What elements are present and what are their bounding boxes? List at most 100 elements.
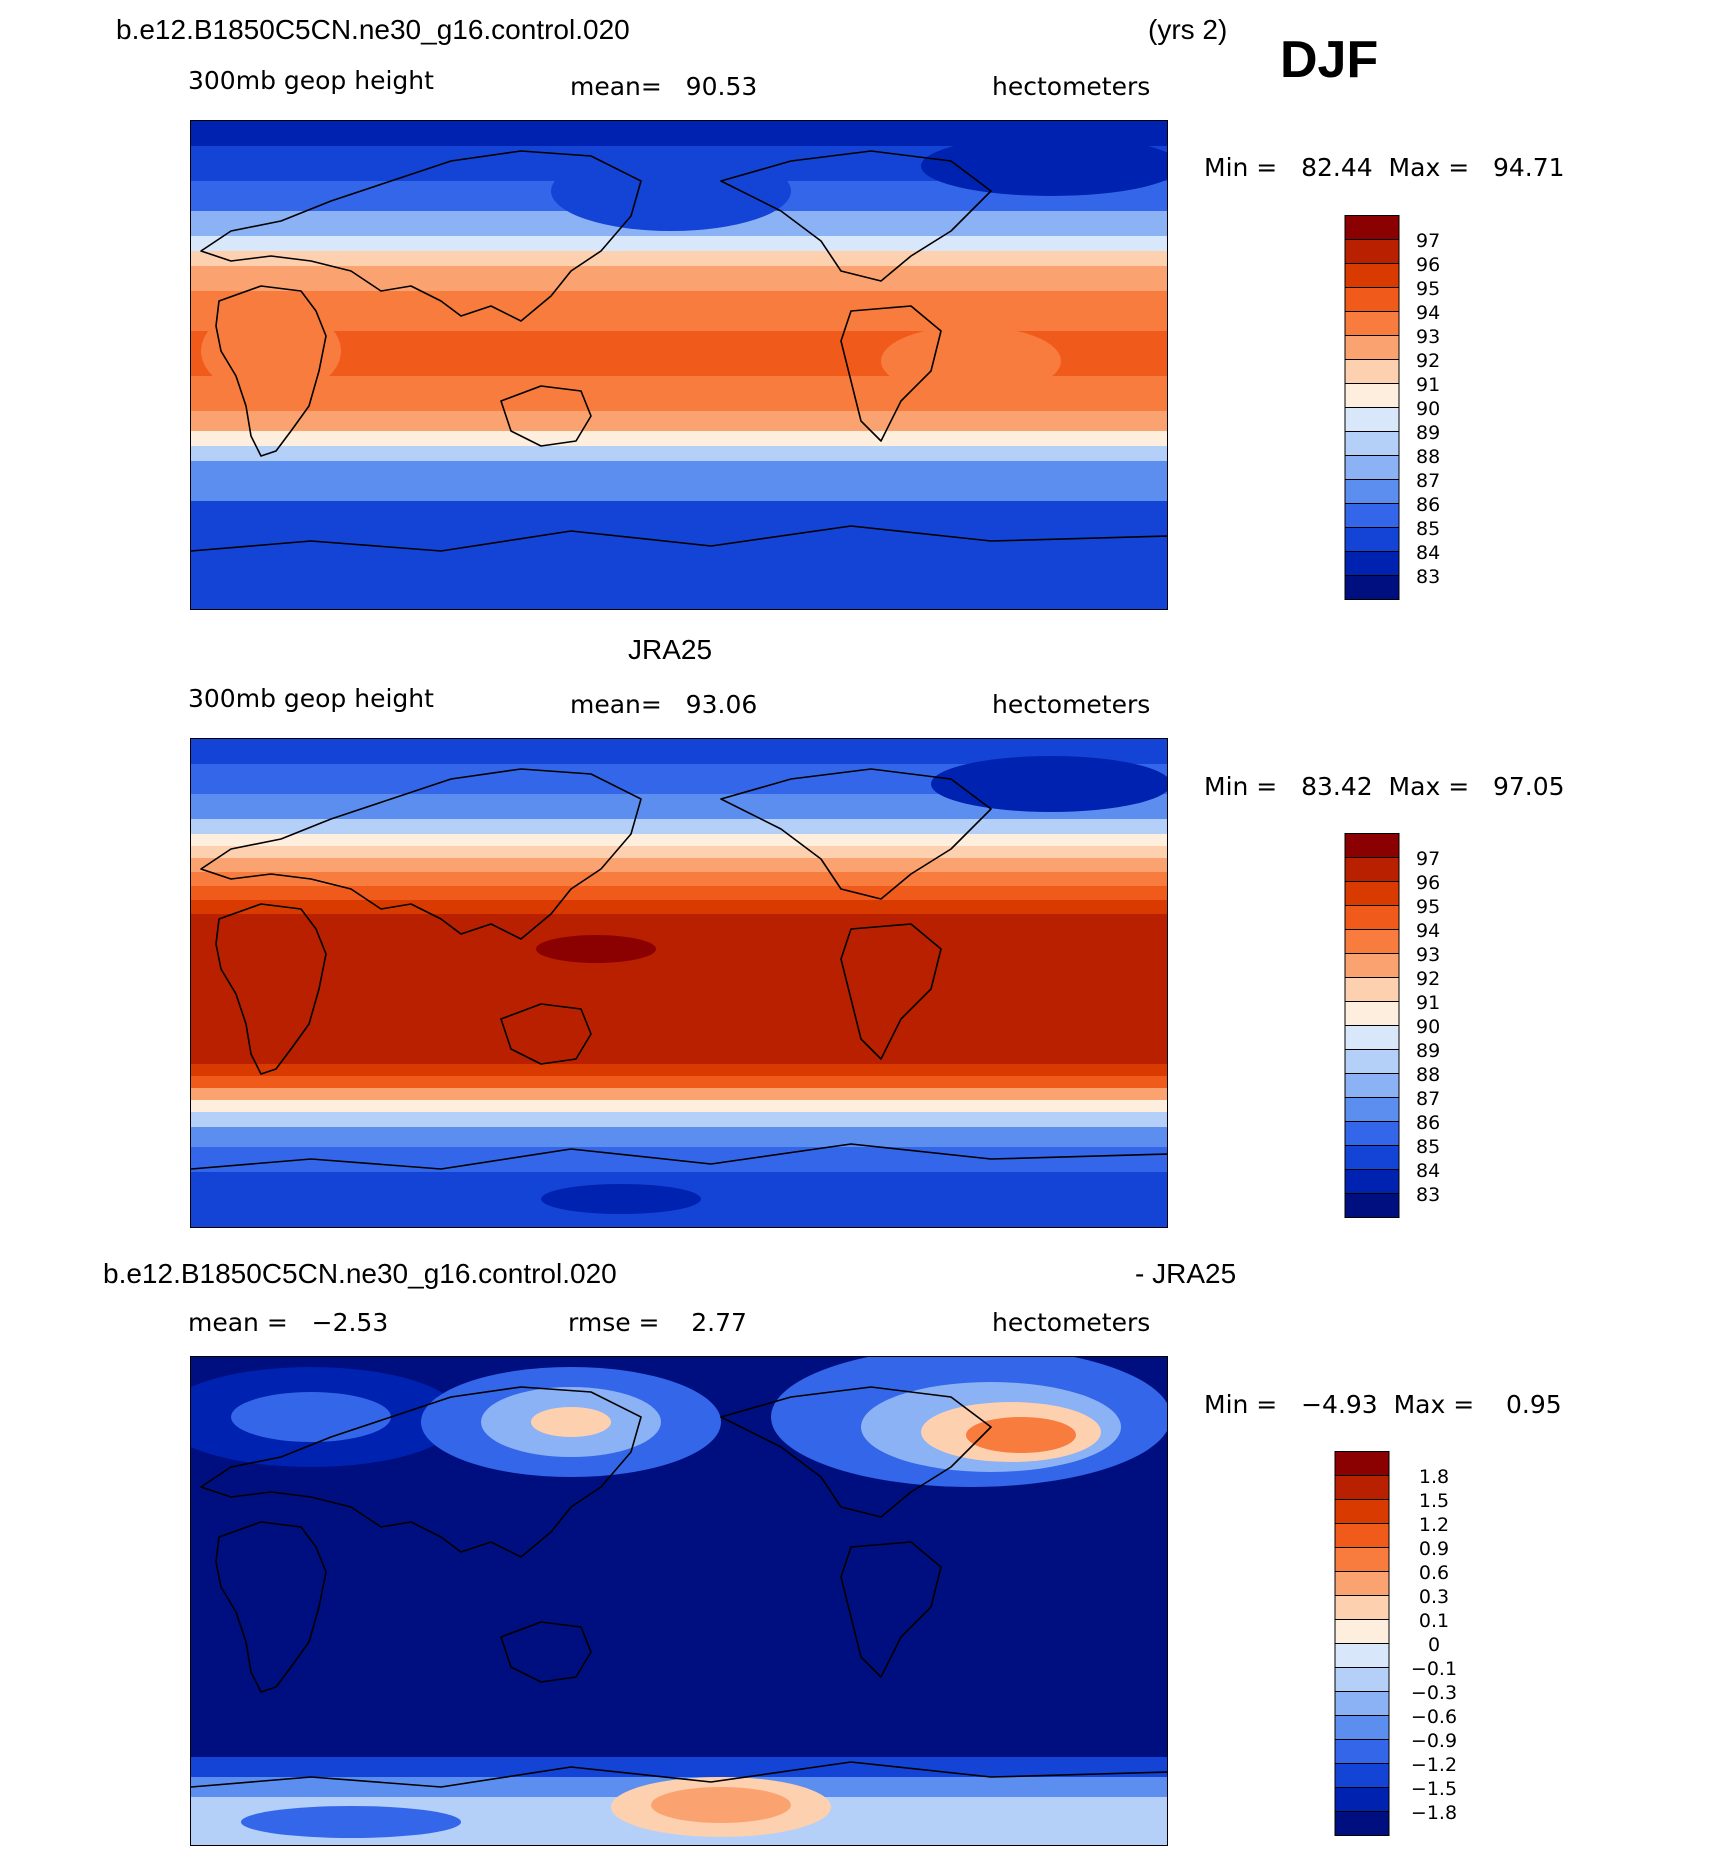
panel1-field — [191, 121, 1167, 609]
colorbar-swatch — [1334, 1691, 1390, 1716]
colorbar-swatch — [1344, 977, 1400, 1002]
panel2-map — [190, 738, 1168, 1228]
colorbar-swatch — [1344, 455, 1400, 480]
colorbar-label: 83 — [1416, 566, 1440, 588]
anomaly-blob — [201, 306, 341, 396]
colorbar-swatch — [1334, 1547, 1390, 1572]
colorbar-label: 90 — [1416, 398, 1440, 420]
panel2-field — [191, 739, 1167, 1227]
colorbar-label: −1.8 — [1411, 1802, 1457, 1824]
panel1-minmax-label: Min = 82.44 Max = 94.71 — [1204, 153, 1565, 182]
anomaly-blob — [881, 326, 1061, 396]
colorbar-label: −0.9 — [1411, 1730, 1457, 1752]
colorbar-swatch — [1344, 479, 1400, 504]
panel2-mean-label: mean= 93.06 — [570, 690, 758, 719]
panel3-units-label: hectometers — [992, 1308, 1151, 1337]
band — [191, 834, 1167, 846]
coast-north-america — [720, 768, 992, 900]
colorbar-swatches — [1334, 1451, 1390, 1836]
colorbar-labels: 97 96 95 94 93 92 91 90 89 88 87 86 85 8… — [1416, 848, 1440, 1206]
band — [191, 858, 1167, 872]
colorbar-label: 96 — [1416, 872, 1440, 894]
coast-eurasia — [200, 768, 642, 940]
colorbar-label: −1.5 — [1411, 1778, 1457, 1800]
colorbar-label: 0.6 — [1419, 1562, 1449, 1584]
coast-australia — [500, 1003, 592, 1065]
panel3-minus-obs-label: - JRA25 — [1135, 1258, 1237, 1289]
band — [191, 1127, 1167, 1147]
coast-africa — [215, 1521, 327, 1693]
panel3-mean-label: mean = −2.53 — [188, 1308, 389, 1337]
anomaly-blob — [231, 1392, 391, 1442]
band — [191, 1147, 1167, 1172]
colorbar-label: 1.5 — [1419, 1490, 1449, 1512]
colorbar-label: 93 — [1416, 326, 1440, 348]
coastlines — [191, 768, 1167, 1170]
coast-africa — [215, 903, 327, 1075]
panel1-mean-label: mean= 90.53 — [570, 72, 758, 101]
colorbar-swatch — [1344, 359, 1400, 384]
anomaly-blob — [921, 136, 1167, 196]
colorbar-label: 97 — [1416, 230, 1440, 252]
colorbar-label: 0.9 — [1419, 1538, 1449, 1560]
panel3-rmse-label: rmse = 2.77 — [568, 1308, 747, 1337]
colorbar-label: 85 — [1416, 1136, 1440, 1158]
coast-north-america — [720, 1386, 992, 1518]
coast-australia — [500, 1621, 592, 1683]
colorbar-swatch — [1344, 551, 1400, 576]
anomaly-blob — [541, 1184, 701, 1214]
anomaly-blob — [966, 1417, 1076, 1453]
band — [191, 431, 1167, 446]
panel1-years-label: (yrs 2) — [1148, 14, 1228, 45]
band — [191, 1064, 1167, 1076]
panel2-title: JRA25 — [628, 634, 713, 665]
colorbar-swatch — [1344, 857, 1400, 882]
colorbar-label: 1.2 — [1419, 1514, 1449, 1536]
colorbar-label: 83 — [1416, 1184, 1440, 1206]
anomaly-blob — [651, 1787, 791, 1823]
panel3-field — [191, 1357, 1167, 1845]
band — [191, 1088, 1167, 1100]
band — [191, 291, 1167, 331]
anomaly-blob — [931, 756, 1167, 812]
colorbar-label: 1.8 — [1419, 1466, 1449, 1488]
colorbar-labels: 97 96 95 94 93 92 91 90 89 88 87 86 85 8… — [1416, 230, 1440, 588]
colorbar-swatch — [1344, 905, 1400, 930]
coast-africa — [215, 285, 327, 457]
colorbar-label: 0.1 — [1419, 1610, 1449, 1632]
colorbar-swatches — [1344, 833, 1400, 1218]
colorbar-swatch — [1334, 1667, 1390, 1692]
colorbar-label: 97 — [1416, 848, 1440, 870]
coast-south-america — [840, 923, 942, 1060]
colorbar-swatch — [1334, 1811, 1390, 1836]
colorbar-label: 89 — [1416, 1040, 1440, 1062]
max-blob — [536, 935, 656, 963]
colorbar-label: 0.3 — [1419, 1586, 1449, 1608]
band — [191, 1076, 1167, 1088]
colorbar-label: −0.6 — [1411, 1706, 1457, 1728]
panel2-units-label: hectometers — [992, 690, 1151, 719]
colorbar-label: 89 — [1416, 422, 1440, 444]
coastlines — [191, 150, 1167, 552]
colorbar-label: 94 — [1416, 920, 1440, 942]
colorbar-swatch — [1344, 1193, 1400, 1218]
colorbar-swatch — [1344, 239, 1400, 264]
colorbar-swatch — [1334, 1499, 1390, 1524]
colorbar-swatch — [1344, 431, 1400, 456]
anomaly-blob — [531, 1407, 611, 1437]
band — [191, 872, 1167, 886]
colorbar-swatch — [1344, 1073, 1400, 1098]
colorbar-swatch — [1344, 287, 1400, 312]
colorbar-swatch — [1344, 575, 1400, 600]
colorbar-label: 84 — [1416, 542, 1440, 564]
band — [191, 461, 1167, 501]
colorbar-label: 93 — [1416, 944, 1440, 966]
panel3-case-title: b.e12.B1850C5CN.ne30_g16.control.020 — [103, 1258, 617, 1289]
colorbar-swatch — [1344, 1049, 1400, 1074]
colorbar-label: 94 — [1416, 302, 1440, 324]
colorbar-swatch — [1344, 1025, 1400, 1050]
coast-australia — [500, 385, 592, 447]
panel1-variable-label: 300mb geop height — [188, 66, 434, 95]
band — [191, 251, 1167, 266]
panel2-variable-label: 300mb geop height — [188, 684, 434, 713]
